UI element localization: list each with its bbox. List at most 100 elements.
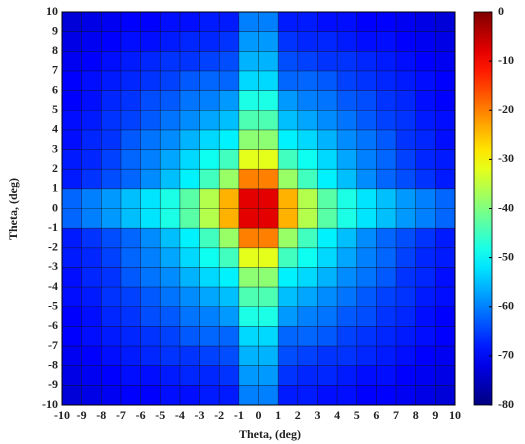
heat-cell: [238, 385, 259, 406]
heat-cell: [62, 267, 82, 288]
heat-cell: [140, 51, 161, 72]
heat-cell: [238, 188, 259, 209]
heat-cell: [62, 31, 82, 52]
heat-cell: [258, 110, 279, 131]
heat-cell: [238, 306, 259, 327]
heat-cell: [179, 149, 200, 170]
heat-cell: [297, 247, 318, 268]
heat-cell: [219, 188, 240, 209]
heat-cell: [356, 326, 377, 347]
heat-cell: [101, 169, 122, 190]
heat-cell: [337, 346, 358, 366]
heat-cell: [415, 228, 436, 249]
heat-cell: [356, 385, 377, 406]
heat-cell: [278, 326, 299, 347]
heat-cell: [435, 129, 456, 150]
heat-cell: [258, 267, 279, 288]
heat-cell: [376, 306, 397, 327]
heat-cell: [160, 326, 181, 347]
heat-cell: [120, 306, 141, 327]
heat-cell: [120, 346, 141, 366]
y-tick-label: 5: [52, 102, 58, 116]
heat-cell: [396, 228, 416, 249]
heat-cell: [356, 70, 377, 91]
heat-cell: [62, 149, 82, 170]
heat-cell: [435, 267, 456, 288]
heat-cell: [337, 70, 358, 91]
heat-cell: [258, 188, 279, 209]
heat-cell: [396, 110, 416, 131]
heat-cell: [140, 306, 161, 327]
heat-cell: [140, 208, 161, 229]
heat-cell: [297, 51, 318, 72]
heat-cell: [81, 365, 102, 386]
heat-cell: [219, 70, 240, 91]
heat-cell: [199, 51, 220, 72]
colorbar-tick-label: 0: [498, 4, 504, 18]
y-tick-label: 9: [52, 23, 58, 37]
heat-cell: [179, 70, 200, 91]
heat-cell: [179, 129, 200, 150]
heat-cell: [435, 188, 456, 209]
y-tick-label: 6: [52, 82, 58, 96]
heat-cell: [62, 129, 82, 150]
heat-cell: [278, 129, 299, 150]
heat-cell: [179, 90, 200, 111]
heat-cell: [101, 346, 122, 366]
heat-cell: [297, 110, 318, 131]
heat-cell: [297, 70, 318, 91]
heat-cell: [199, 149, 220, 170]
heat-cell: [140, 247, 161, 268]
heat-cell: [101, 90, 122, 111]
heat-cell: [376, 247, 397, 268]
x-tick-label: -9: [77, 408, 87, 422]
heat-cell: [258, 365, 279, 386]
heat-cell: [199, 188, 220, 209]
heat-cell: [396, 70, 416, 91]
heat-cell: [415, 267, 436, 288]
heat-cell: [101, 70, 122, 91]
heat-cell: [435, 346, 456, 366]
heat-cell: [376, 51, 397, 72]
heat-cell: [278, 346, 299, 366]
x-tick-label: -4: [175, 408, 185, 422]
heat-cell: [120, 12, 141, 32]
heat-cell: [297, 31, 318, 52]
heat-cell: [396, 326, 416, 347]
heat-cell: [179, 306, 200, 327]
heat-cell: [140, 31, 161, 52]
heat-cell: [219, 247, 240, 268]
heat-cell: [179, 31, 200, 52]
heat-cell: [337, 247, 358, 268]
heat-cell: [337, 365, 358, 386]
heat-cell: [415, 346, 436, 366]
heat-cell: [62, 70, 82, 91]
heat-cell: [120, 110, 141, 131]
heat-cell: [62, 208, 82, 229]
y-tick-label: 2: [52, 161, 58, 175]
heat-cell: [376, 385, 397, 406]
heat-cell: [278, 365, 299, 386]
heat-cell: [179, 346, 200, 366]
plot-frame: [61, 11, 456, 406]
heat-cell: [317, 385, 338, 406]
y-tick-label: 4: [52, 122, 58, 136]
heat-cell: [337, 129, 358, 150]
y-tick-label: -10: [42, 397, 58, 411]
heat-cell: [199, 208, 220, 229]
heat-cell: [376, 287, 397, 308]
heat-cell: [376, 169, 397, 190]
heat-cell: [101, 12, 122, 32]
heat-cell: [81, 70, 102, 91]
heat-cell: [219, 267, 240, 288]
heat-cell: [140, 149, 161, 170]
heat-cell: [337, 306, 358, 327]
heat-cell: [376, 90, 397, 111]
heat-cell: [415, 51, 436, 72]
heat-cell: [258, 385, 279, 406]
heat-cell: [62, 188, 82, 209]
x-tick-label: -10: [54, 408, 70, 422]
heat-cell: [62, 51, 82, 72]
heat-cell: [238, 267, 259, 288]
x-tick-label: 7: [393, 408, 399, 422]
